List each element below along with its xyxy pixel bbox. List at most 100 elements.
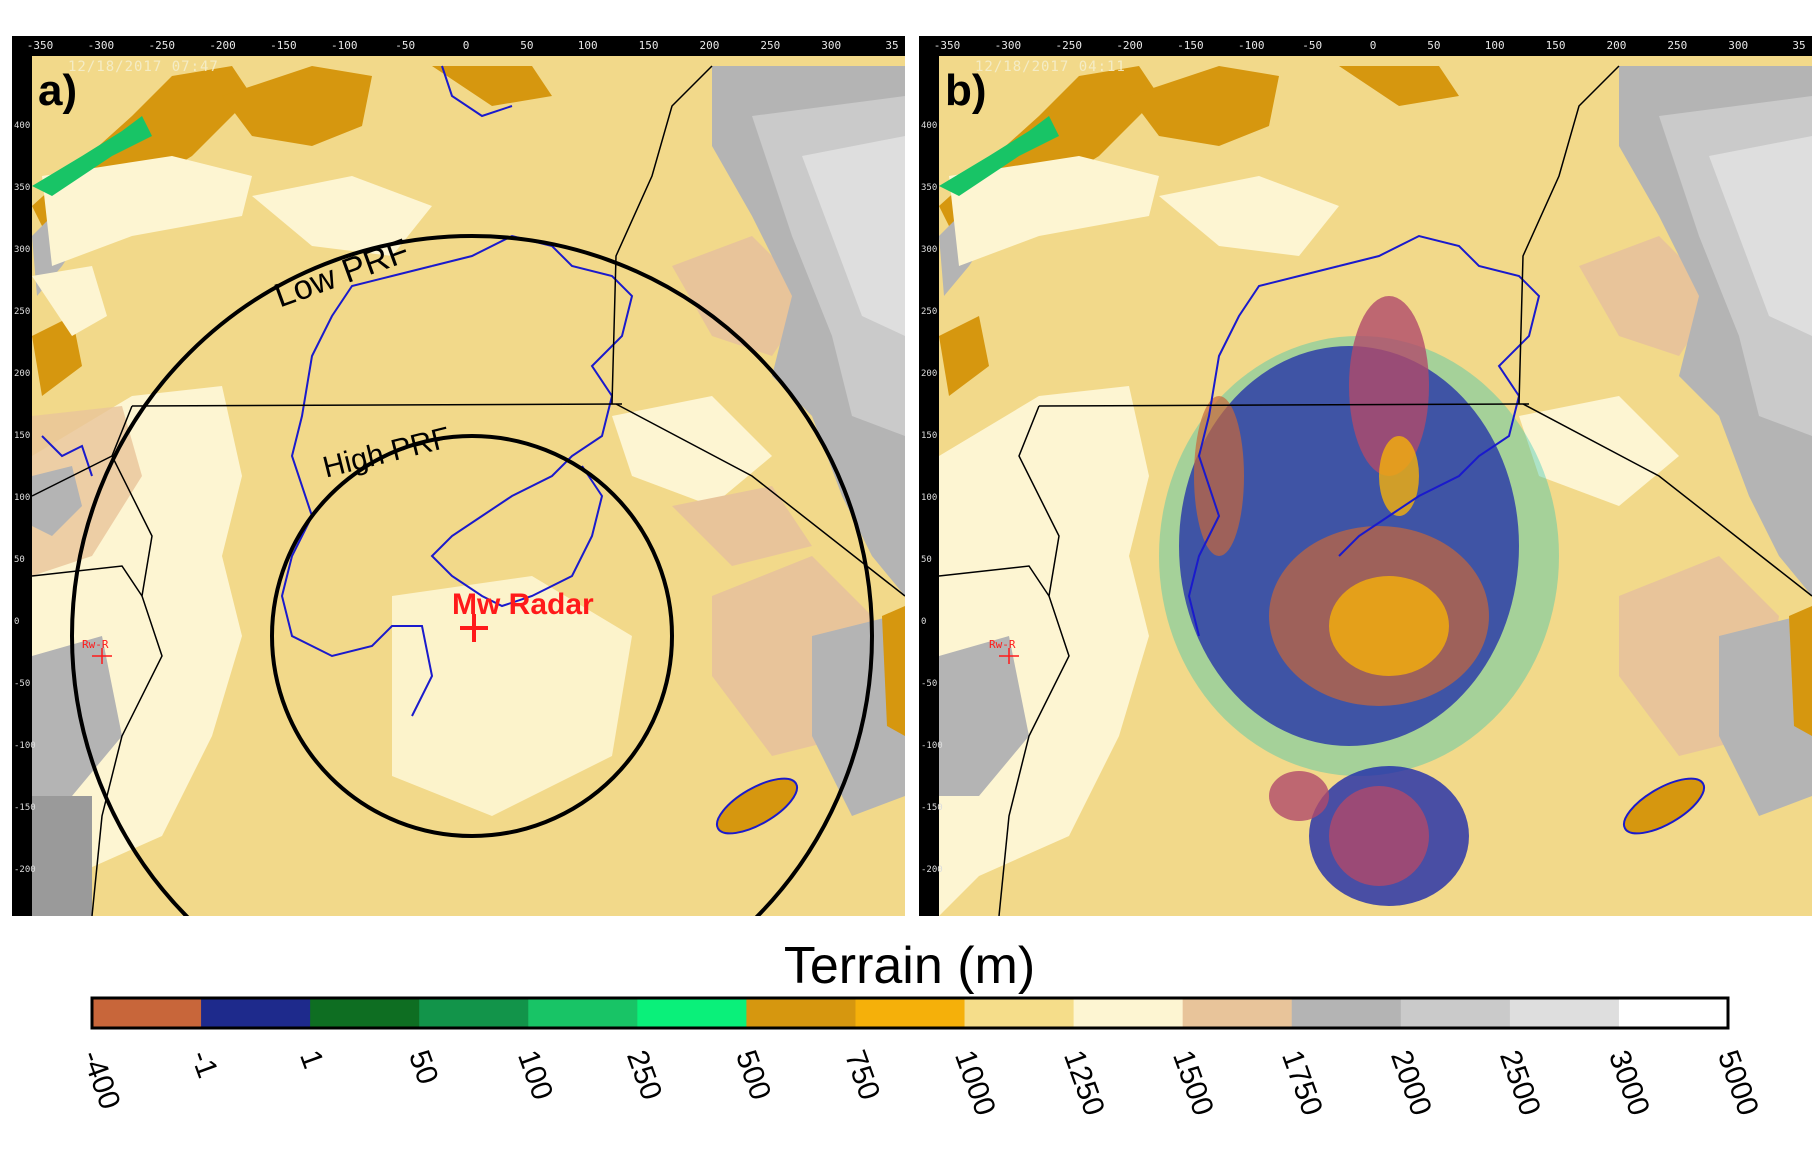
top-axis-tick: -300 (994, 39, 1022, 52)
colorbar-segment (310, 998, 420, 1028)
terrain-map-b: Rw-R (919, 36, 1812, 916)
left-axis-tick: 300 (14, 245, 31, 255)
left-axis-tick: -200 (14, 865, 36, 875)
top-axis-tick: -100 (331, 39, 358, 52)
colorbar-tick-label: 1000 (947, 1046, 1002, 1121)
panel-label-a: a) (38, 66, 78, 115)
top-axis-tick: 250 (760, 39, 781, 52)
colorbar-tick-label: 1 (293, 1046, 330, 1073)
radar-marker (460, 614, 488, 642)
left-axis-tick: -150 (14, 803, 36, 813)
colorbar-segment (1182, 998, 1293, 1028)
high-prf-ring (270, 434, 674, 838)
left-axis-a: 400 350 300 250 200 150 100 50 0 -50 -100 -150 -200 (12, 56, 36, 916)
colorbar-tick-label: 500 (729, 1046, 778, 1105)
left-axis-tick: -50 (14, 679, 31, 689)
top-axis-tick: -200 (209, 39, 236, 52)
top-axis-tick: 200 (699, 39, 720, 52)
left-axis-tick: 50 (14, 555, 25, 565)
top-axis-tick: -150 (270, 39, 297, 52)
top-axis-tick: -150 (1177, 39, 1204, 52)
left-axis-tick: 400 (14, 121, 31, 131)
colorbar-segment (419, 998, 529, 1028)
top-axis-tick: 0 (1369, 39, 1377, 52)
colorbar-frame (90, 996, 1730, 1030)
colorbar-segment (855, 998, 966, 1028)
top-axis-tick: 100 (1484, 39, 1505, 52)
top-axis-tick: 0 (462, 39, 470, 52)
colorbar-segment (1618, 998, 1729, 1028)
terrain-map-a: Low PRF High PRF Mw Radar Rw-R (12, 36, 905, 916)
terrain-colorbar (90, 996, 1730, 1030)
low-prf-ring (70, 234, 874, 916)
left-axis-tick: 150 (921, 431, 938, 441)
left-axis-tick: 350 (14, 183, 31, 193)
left-axis-tick: 200 (921, 369, 938, 379)
radar-label: Mw Radar (452, 588, 594, 621)
map-panel-a: Low PRF High PRF Mw Radar Rw-R -350 -300-… (12, 36, 905, 916)
colorbar-segment (92, 998, 202, 1028)
top-axis-tick: -50 (395, 39, 416, 52)
top-axis-a: -350 -300 -250 -200 -150 -100 -50 0 50 100 150 200 2… (12, 36, 905, 56)
colorbar-segment (637, 998, 747, 1028)
colorbar-segment (1291, 998, 1402, 1028)
colorbar-segment (1509, 998, 1620, 1028)
left-axis-tick: 250 (14, 307, 31, 317)
site-label: Rw-R (989, 638, 1016, 651)
top-axis-tick: 250 (1667, 39, 1688, 52)
left-axis-tick: 200 (14, 369, 31, 379)
left-axis-tick: 0 (14, 617, 20, 627)
left-axis-tick: 100 (921, 493, 938, 503)
timestamp-b: 12/18/2017 04:11 (975, 59, 1126, 75)
left-axis-tick: 100 (14, 493, 31, 503)
top-axis-tick: -200 (1116, 39, 1143, 52)
top-axis-tick: 50 (520, 39, 534, 52)
top-axis-b: -350 -300 -250 -200 -150 -100 -50 0 50 100 150 200 2… (919, 36, 1812, 56)
left-axis-tick: 150 (14, 431, 31, 441)
timestamp-a: 12/18/2017 07:47 (68, 59, 219, 75)
site-label: Rw-R (82, 638, 109, 651)
top-axis-tick: -100 (1238, 39, 1265, 52)
left-axis-tick: 300 (921, 245, 938, 255)
colorbar-tick-label: 2000 (1383, 1046, 1438, 1121)
colorbar-tick-label: 50 (402, 1046, 445, 1089)
colorbar-tick-label: 1250 (1056, 1046, 1111, 1121)
top-axis-tick: 35 (885, 39, 899, 52)
top-axis-tick: -350 (933, 39, 961, 52)
left-axis-tick: 250 (921, 307, 938, 317)
map-panel-b: Rw-R -350 -300 -250 -200 -150 -100 -50 0 50 100 15… (919, 36, 1812, 916)
left-axis-tick: 400 (921, 121, 938, 131)
colorbar-title: Terrain (m) (783, 937, 1036, 995)
top-axis-tick: 150 (638, 39, 659, 52)
colorbar-tick-label: 250 (620, 1046, 669, 1105)
colorbar-segment (964, 998, 1075, 1028)
top-axis-tick: -50 (1302, 39, 1323, 52)
colorbar-segment (1400, 998, 1511, 1028)
left-axis-tick: -100 (14, 741, 36, 751)
left-axis-tick: -100 (921, 741, 943, 751)
top-axis-tick: 100 (577, 39, 598, 52)
colorbar-tick-label: 100 (511, 1046, 560, 1105)
colorbar-segment (528, 998, 638, 1028)
top-axis-tick: 200 (1606, 39, 1627, 52)
colorbar-tick-label: 5000 (1710, 1046, 1765, 1121)
colorbar-tick-label: 750 (838, 1046, 887, 1105)
colorbar-segment (1073, 998, 1184, 1028)
colorbar-tick-label: 3000 (1601, 1046, 1656, 1121)
top-axis-tick: 300 (1728, 39, 1749, 52)
top-axis-tick: -250 (1055, 39, 1082, 52)
colorbar-tick-label: -1 (184, 1046, 225, 1083)
left-axis-tick: 0 (921, 617, 927, 627)
left-axis-b: 400 350 300 250 200 150 100 50 0 -50 -100 -150 -200 (919, 56, 943, 916)
top-axis-tick: -300 (87, 39, 115, 52)
top-axis-tick: 35 (1792, 39, 1806, 52)
top-axis-tick: 300 (821, 39, 842, 52)
colorbar-segment (746, 998, 856, 1028)
colorbar-tick-label: 2500 (1492, 1046, 1547, 1121)
colorbar-tick-label: 1500 (1165, 1046, 1220, 1121)
colorbar-tick-label: -400 (74, 1046, 127, 1114)
left-axis-tick: 50 (921, 555, 932, 565)
colorbar-tick-label: 1750 (1274, 1046, 1329, 1121)
left-axis-tick: -50 (921, 679, 938, 689)
top-axis-tick: 150 (1545, 39, 1566, 52)
